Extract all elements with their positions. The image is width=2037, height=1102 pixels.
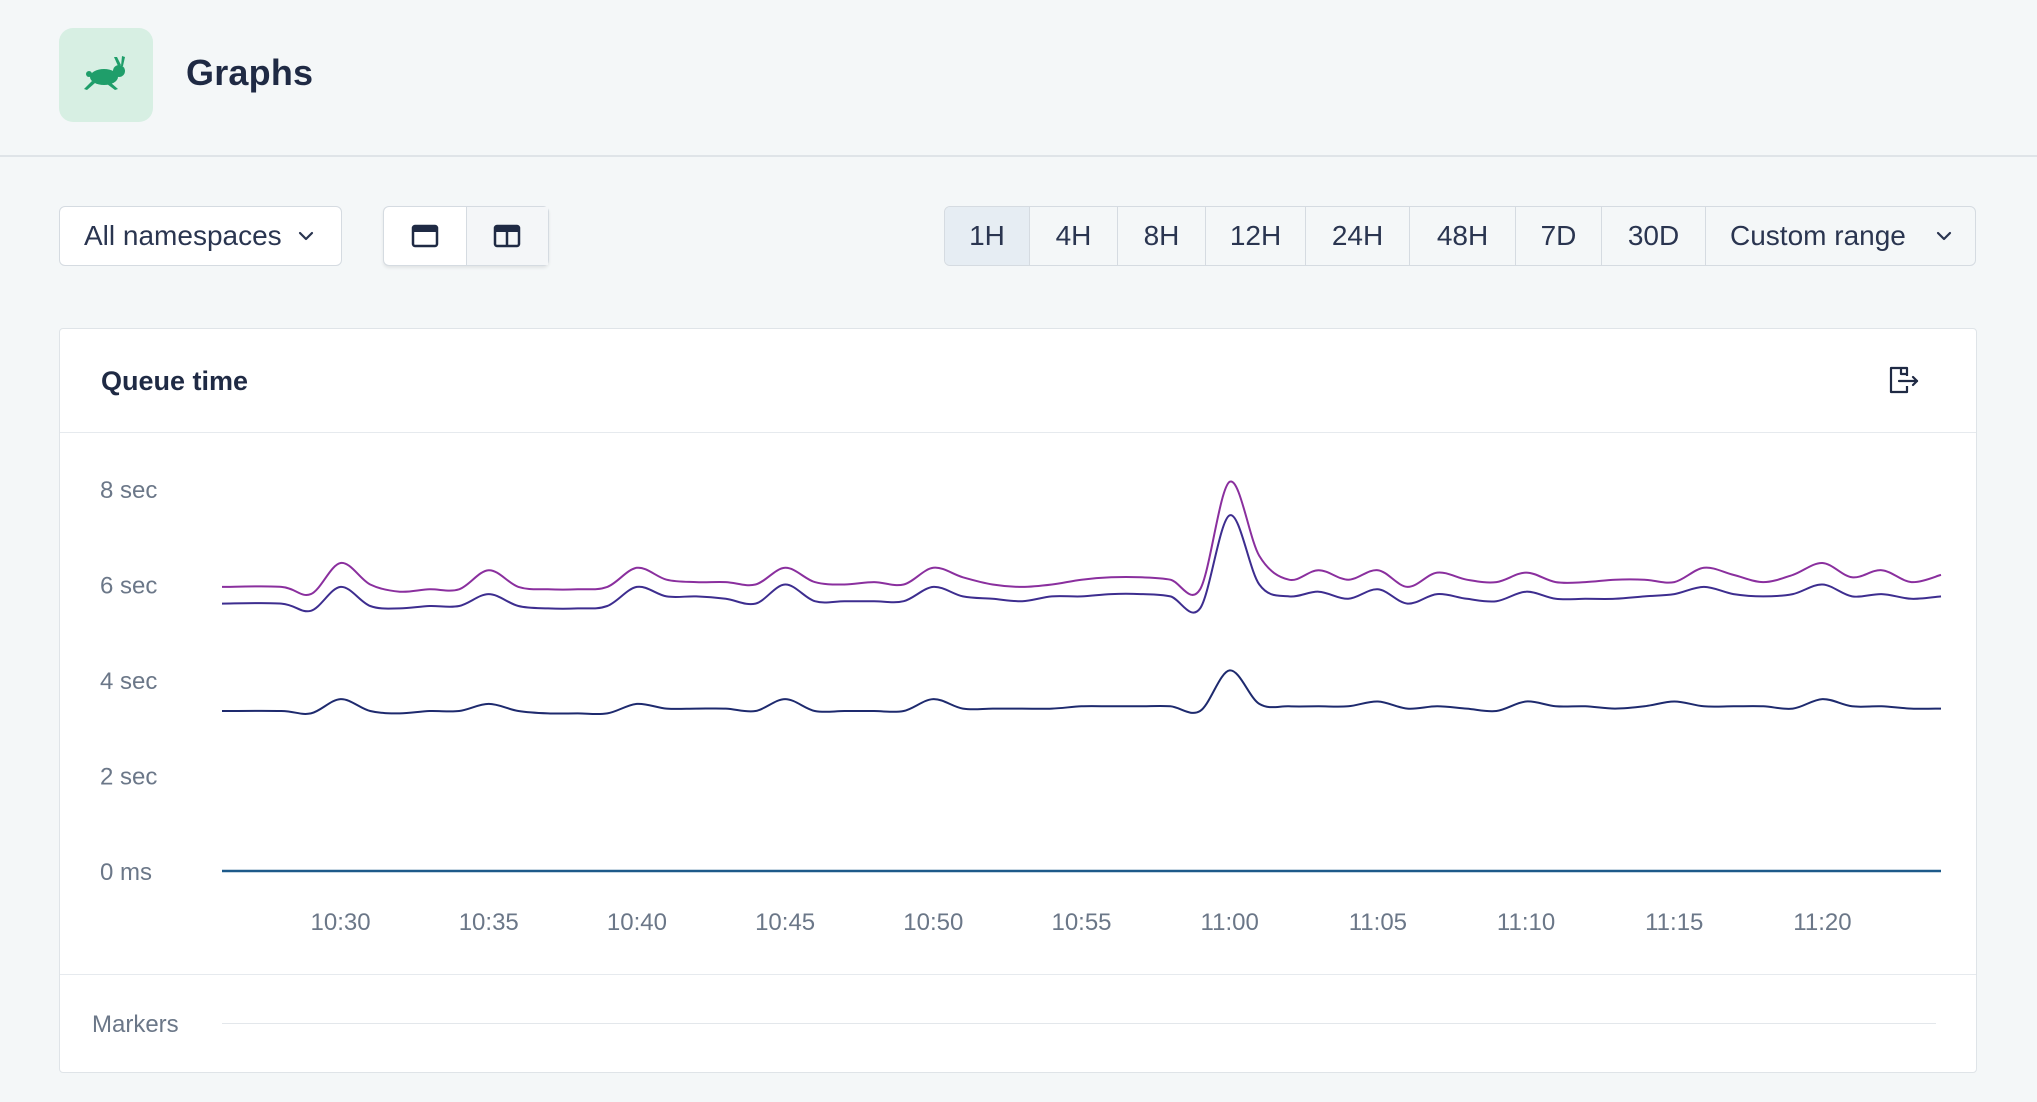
chevron-down-icon [298, 231, 314, 241]
y-tick-label: 4 sec [100, 668, 157, 695]
range-30d-button[interactable]: 30D [1601, 207, 1705, 265]
x-tick-label: 10:30 [311, 909, 371, 936]
x-tick-label: 10:50 [903, 909, 963, 936]
range-12h-button[interactable]: 12H [1205, 207, 1305, 265]
y-tick-label: 0 ms [100, 859, 152, 886]
custom-range-dropdown[interactable]: Custom range [1705, 207, 1975, 265]
range-48h-button[interactable]: 48H [1409, 207, 1515, 265]
app-logo[interactable] [59, 28, 153, 122]
chevron-down-icon [1936, 231, 1952, 241]
single-column-layout-button[interactable] [384, 207, 466, 265]
markers-track [222, 1023, 1936, 1024]
export-file-icon [1889, 366, 1919, 394]
card-title: Queue time [101, 366, 249, 396]
namespace-select-value: All namespaces [84, 220, 282, 251]
x-tick-label: 11:10 [1497, 909, 1555, 936]
x-tick-label: 11:15 [1645, 909, 1703, 936]
x-tick-label: 11:00 [1201, 909, 1259, 936]
range-1h-button[interactable]: 1H [945, 207, 1029, 265]
y-tick-label: 8 sec [100, 477, 157, 504]
y-tick-label: 6 sec [100, 573, 157, 600]
series-line-3 [221, 669, 1942, 716]
range-4h-button[interactable]: 4H [1029, 207, 1117, 265]
single-column-icon [411, 224, 438, 248]
page-header: Graphs [0, 0, 2037, 157]
markers-label: Markers [92, 1011, 179, 1038]
page-title: Graphs [186, 52, 314, 93]
x-tick-label: 10:55 [1051, 909, 1111, 936]
export-button[interactable] [1887, 364, 1921, 401]
queue-time-card: Queue time 8 sec 6 sec 4 sec 2 sec 0 ms 10:30… [59, 328, 1977, 1073]
markers-divider [60, 974, 1976, 975]
x-tick-label: 11:20 [1793, 909, 1851, 936]
x-tick-label: 10:35 [459, 909, 519, 936]
queue-time-chart: 8 sec 6 sec 4 sec 2 sec 0 ms 10:30 10:35 10:40 1… [100, 477, 1942, 936]
namespace-select[interactable]: All namespaces [59, 206, 342, 266]
x-tick-label: 10:40 [607, 909, 667, 936]
y-tick-label: 2 sec [100, 764, 157, 791]
two-column-icon [494, 224, 521, 248]
rabbit-logo-icon [84, 56, 125, 90]
range-7d-button[interactable]: 7D [1515, 207, 1601, 265]
layout-toggle [383, 206, 549, 266]
x-tick-label: 10:45 [755, 909, 815, 936]
custom-range-label: Custom range [1730, 220, 1906, 251]
x-tick-label: 11:05 [1349, 909, 1407, 936]
series-line-2 [221, 514, 1942, 614]
range-8h-button[interactable]: 8H [1117, 207, 1205, 265]
time-range-selector: 1H 4H 8H 12H 24H 48H 7D 30D Custom range [944, 206, 1976, 266]
card-header: Queue time [60, 329, 1976, 433]
range-24h-button[interactable]: 24H [1305, 207, 1409, 265]
two-column-layout-button[interactable] [465, 207, 548, 265]
series-line-1 [221, 480, 1942, 596]
